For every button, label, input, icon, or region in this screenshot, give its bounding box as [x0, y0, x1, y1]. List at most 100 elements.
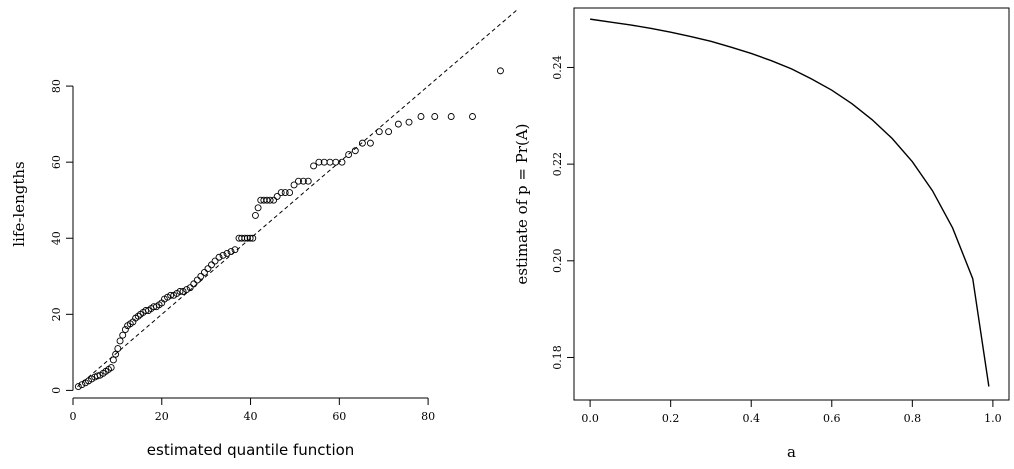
- data-point: [385, 128, 393, 136]
- data-point: [112, 350, 120, 358]
- data-point: [215, 253, 223, 261]
- data-point: [375, 128, 383, 136]
- data-point: [286, 189, 294, 197]
- data-point: [78, 381, 86, 389]
- data-point: [270, 196, 278, 204]
- x-tick-label: 1.0: [984, 412, 1002, 425]
- data-point: [190, 280, 198, 288]
- data-point: [358, 139, 366, 147]
- data-point: [109, 356, 117, 364]
- data-point: [263, 196, 271, 204]
- x-tick-label: 0.8: [904, 412, 922, 425]
- y-tick-label: 80: [50, 79, 63, 93]
- data-point: [227, 248, 235, 255]
- data-point: [326, 158, 334, 166]
- x-tick-label: 80: [421, 410, 435, 423]
- y-tick-label: 0.22: [551, 152, 564, 177]
- data-point: [107, 364, 115, 372]
- estimate-plot-panel: 0.0 0.2 0.4 0.6 0.8 1.0 0.18 0.20 0.22 0.24 a es…: [513, 7, 1010, 461]
- data-point: [332, 158, 340, 166]
- y-axis-title: life-lengths: [10, 161, 28, 246]
- data-point: [211, 257, 219, 265]
- data-point: [315, 158, 323, 166]
- data-point: [223, 250, 231, 257]
- reference-line: [77, 9, 518, 387]
- data-point: [241, 234, 249, 242]
- data-point: [167, 291, 175, 299]
- data-point: [197, 272, 205, 280]
- data-point: [249, 234, 257, 242]
- series-lines: [590, 18, 990, 387]
- y-tick-label: 0.18: [551, 345, 564, 370]
- data-point: [405, 118, 413, 126]
- data-point: [74, 383, 82, 391]
- data-point: [345, 151, 353, 158]
- data-point: [299, 177, 307, 185]
- data-point: [469, 113, 476, 120]
- reference-line-group: [77, 9, 518, 387]
- data-point: [134, 312, 142, 320]
- y-tick-label: 0: [50, 387, 63, 394]
- data-point: [254, 204, 262, 212]
- y-axis-title: estimate of p = Pr(A): [513, 123, 531, 284]
- data-point: [204, 265, 212, 273]
- data-point: [447, 113, 455, 120]
- data-point: [295, 177, 302, 185]
- x-tick-label: 0.4: [742, 412, 760, 425]
- data-point: [417, 113, 425, 120]
- series-line: [590, 18, 990, 387]
- y-tick-label: 0.20: [551, 249, 564, 274]
- data-point: [119, 331, 127, 339]
- data-points: [74, 67, 504, 391]
- data-point: [281, 189, 289, 197]
- x-axis-title: estimated quantile function: [147, 441, 355, 459]
- data-point: [176, 288, 184, 295]
- data-point: [116, 337, 124, 345]
- data-point: [366, 139, 374, 147]
- x-tick-label: 20: [155, 410, 169, 423]
- x-ticks: 0 20 40 60 80: [70, 398, 435, 423]
- data-point: [186, 284, 194, 292]
- data-point: [338, 158, 346, 166]
- data-point: [121, 326, 129, 333]
- data-point: [304, 177, 312, 185]
- x-tick-label: 0.2: [662, 412, 680, 425]
- x-axis-title: a: [787, 443, 796, 461]
- data-point: [251, 211, 259, 219]
- data-point: [193, 276, 201, 284]
- data-point: [183, 286, 191, 294]
- qq-plot-panel: 0 20 40 60 80 0 20 40 60 80 estimated quantile f…: [10, 9, 518, 459]
- x-tick-label: 0.6: [823, 412, 841, 425]
- data-point: [246, 234, 254, 242]
- data-point: [219, 251, 227, 259]
- y-ticks: 0.18 0.20 0.22 0.24: [551, 55, 574, 370]
- data-point: [114, 345, 122, 352]
- x-tick-label: 0.0: [581, 412, 599, 425]
- data-point: [243, 234, 251, 242]
- y-tick-label: 0.24: [551, 55, 564, 80]
- data-point: [273, 192, 281, 200]
- data-point: [179, 288, 187, 295]
- data-point: [266, 196, 274, 204]
- y-tick-label: 60: [50, 155, 63, 169]
- x-tick-label: 40: [244, 410, 258, 423]
- data-point: [208, 261, 215, 269]
- data-point: [200, 269, 208, 276]
- data-point: [93, 372, 101, 380]
- data-point: [290, 181, 298, 189]
- data-point: [310, 162, 318, 170]
- data-point: [497, 67, 504, 75]
- plot-frame: [573, 7, 1010, 401]
- y-tick-label: 40: [50, 231, 63, 245]
- data-point: [431, 113, 439, 120]
- x-tick-label: 60: [332, 410, 346, 423]
- data-point: [231, 246, 239, 254]
- y-ticks: 0 20 40 60 80: [50, 79, 73, 394]
- x-tick-label: 0: [70, 410, 77, 423]
- data-point: [394, 120, 402, 128]
- y-tick-label: 20: [50, 307, 63, 321]
- data-point: [351, 147, 359, 155]
- x-ticks: 0.0 0.2 0.4 0.6 0.8 1.0: [581, 400, 1002, 425]
